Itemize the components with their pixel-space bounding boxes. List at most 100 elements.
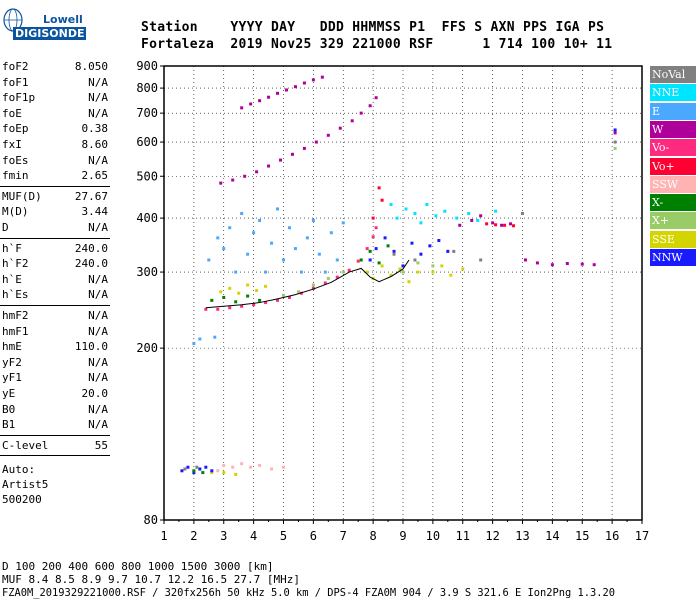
x-tick-label: 5 — [280, 529, 287, 543]
x-tick-label: 9 — [399, 529, 406, 543]
data-point — [335, 258, 339, 262]
param-separator — [0, 237, 110, 239]
data-point — [425, 203, 429, 207]
param-row: yF2 N/A — [2, 356, 108, 369]
autoscale-line: Artist5 — [2, 478, 49, 492]
data-point — [258, 99, 262, 103]
data-point — [449, 273, 453, 277]
y-tick-label: 300 — [136, 265, 158, 279]
data-point — [509, 222, 513, 226]
data-point — [458, 223, 462, 227]
y-tick-label: 900 — [136, 59, 158, 73]
param-row: MUF(D) 27.67 — [2, 190, 108, 203]
param-name: C-level — [2, 438, 49, 452]
data-point — [323, 270, 327, 274]
param-row: foF1 N/A — [2, 76, 108, 89]
x-tick-label: 11 — [456, 529, 470, 543]
param-name: yE — [2, 387, 16, 400]
data-point — [240, 462, 244, 466]
param-name: yF2 — [2, 355, 22, 369]
data-point — [347, 268, 351, 272]
data-point — [192, 341, 196, 345]
x-tick-label: 13 — [515, 529, 529, 543]
data-point — [476, 218, 480, 222]
data-point — [383, 236, 387, 240]
data-point — [287, 226, 291, 230]
data-point — [326, 133, 330, 137]
param-value: 240.0 — [74, 241, 108, 255]
param-row: foF2 8.050 — [2, 60, 108, 73]
data-point — [240, 304, 244, 308]
data-point — [491, 221, 495, 225]
y-tick-label: 200 — [136, 341, 158, 355]
param-value: 8.050 — [74, 60, 108, 73]
data-point — [267, 95, 271, 99]
x-tick-label: 15 — [575, 529, 589, 543]
data-point — [240, 211, 244, 215]
param-row: h`F 240.0 — [2, 242, 108, 255]
param-name: foEp — [2, 122, 29, 136]
param-name: foEs — [2, 153, 29, 167]
param-value: 27.67 — [74, 189, 108, 203]
data-point — [276, 91, 280, 95]
data-point — [580, 262, 584, 266]
header-values: Fortaleza 2019 Nov25 329 221000 RSF 1 71… — [141, 37, 613, 52]
param-value: N/A — [88, 106, 108, 120]
data-point — [246, 283, 250, 287]
data-point — [323, 281, 327, 285]
param-row: h`Es N/A — [2, 288, 108, 301]
data-point — [410, 241, 414, 245]
y-tick-label: 400 — [136, 211, 158, 225]
data-point — [234, 472, 238, 476]
data-point — [392, 252, 396, 256]
param-row: yE 20.0 — [2, 387, 108, 400]
param-value: 2.65 — [81, 169, 109, 183]
data-point — [311, 286, 315, 290]
data-point — [249, 102, 253, 106]
data-point — [234, 270, 238, 274]
y-tick-label: 700 — [136, 106, 158, 120]
data-point — [440, 264, 444, 268]
x-tick-label: 8 — [370, 529, 377, 543]
y-tick-label: 800 — [136, 81, 158, 95]
param-name: h`F — [2, 241, 22, 255]
x-tick-label: 10 — [426, 529, 440, 543]
legend-item-e: E — [650, 102, 696, 120]
y-tick-label: 500 — [136, 169, 158, 183]
data-point — [222, 247, 226, 251]
data-point — [341, 221, 345, 225]
param-value: N/A — [88, 221, 108, 234]
data-point — [389, 203, 393, 207]
param-row: fmin 2.65 — [2, 169, 108, 182]
data-point — [419, 221, 423, 225]
data-point — [192, 469, 196, 473]
param-value: N/A — [88, 402, 108, 416]
data-point — [317, 252, 321, 256]
data-point — [219, 181, 223, 185]
data-point — [279, 158, 283, 162]
data-point — [216, 236, 220, 240]
param-name: MUF(D) — [2, 189, 42, 203]
param-row: foEs N/A — [2, 154, 108, 167]
data-point — [365, 247, 369, 251]
param-row: B1 N/A — [2, 418, 108, 431]
data-point — [356, 259, 360, 263]
data-point — [407, 280, 411, 284]
data-point — [201, 471, 205, 475]
param-row: foE N/A — [2, 107, 108, 120]
param-value: 0.38 — [81, 122, 109, 136]
legend-item-vo-: Vo+ — [650, 157, 696, 175]
data-point — [368, 104, 372, 108]
data-point — [204, 307, 208, 311]
data-point — [198, 337, 202, 341]
data-point — [276, 207, 280, 211]
data-point — [428, 244, 432, 248]
data-point — [302, 81, 306, 85]
data-point — [535, 261, 539, 265]
data-point — [195, 465, 199, 469]
data-point — [392, 249, 396, 253]
data-point — [246, 252, 250, 256]
digisonde-logo: Lowell DIGISONDE — [3, 4, 87, 40]
x-tick-label: 1 — [160, 529, 167, 543]
autoscale-line: Auto: — [2, 463, 36, 477]
